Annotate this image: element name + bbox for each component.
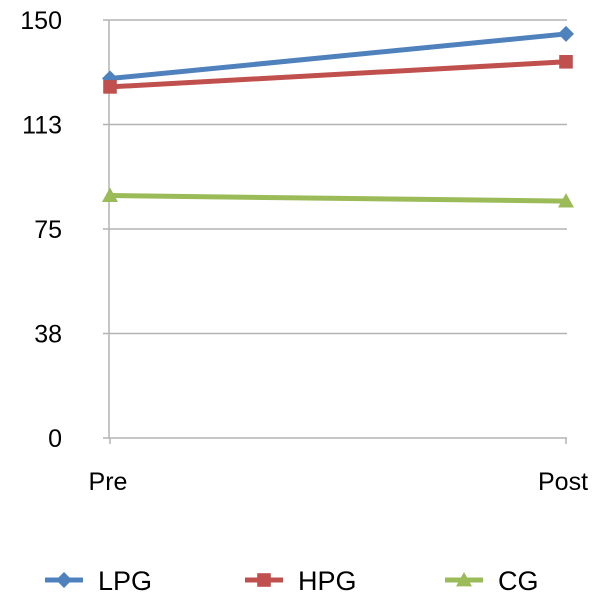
legend-marker-lpg: [56, 572, 72, 588]
legend-marker-cg: [456, 572, 472, 587]
y-tick-label: 0: [48, 425, 62, 453]
legend-marker-hpg: [257, 573, 271, 587]
series-lines: [109, 31, 567, 204]
data-point-hpg: [103, 80, 117, 94]
y-tick-label: 113: [22, 112, 62, 140]
gridlines: [109, 19, 567, 335]
data-point-cg: [102, 187, 118, 202]
legend-label: LPG: [98, 566, 152, 596]
y-tick-label: 75: [34, 216, 62, 244]
legend-item-lpg: LPG: [45, 566, 152, 596]
legend-label: CG: [498, 566, 539, 596]
y-tick-label: 150: [20, 7, 62, 35]
series-markers: [102, 25, 574, 208]
legend-label: HPG: [298, 566, 357, 596]
data-point-lpg: [558, 25, 574, 42]
data-point-hpg: [559, 55, 573, 69]
legend: LPG HPG CG: [45, 566, 539, 596]
series-line-hpg: [109, 59, 567, 90]
legend-item-hpg: HPG: [245, 566, 357, 596]
x-tick-label: Post: [538, 468, 588, 496]
series-line-lpg: [109, 31, 567, 82]
tick-labels: 0 38 75 113 150 Pre Post: [20, 7, 588, 496]
x-tick-label: Pre: [89, 468, 128, 496]
series-line-cg: [109, 193, 567, 204]
legend-item-cg: CG: [445, 566, 539, 596]
y-tick-label: 38: [34, 321, 62, 349]
data-point-cg: [558, 193, 574, 208]
